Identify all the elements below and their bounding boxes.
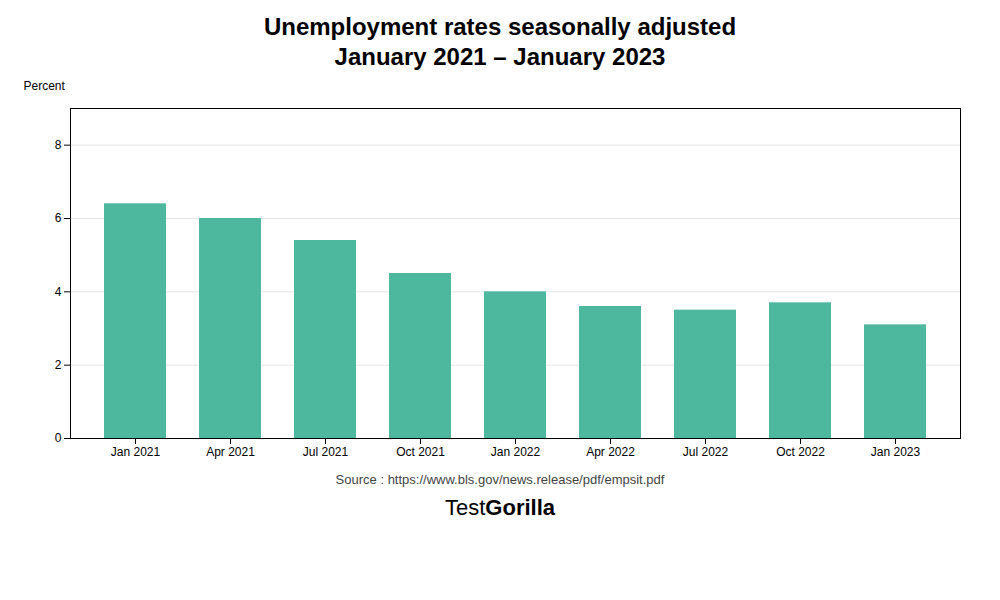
svg-text:Apr 2022: Apr 2022 — [586, 445, 635, 459]
html-text:January 2021 – January 2023: January 2021 – January 2023 — [334, 43, 666, 70]
svg-text:Percent: Percent — [24, 79, 66, 93]
svg-text:Jan 2023: Jan 2023 — [871, 445, 921, 459]
svg-text:0: 0 — [55, 431, 62, 445]
svg-text:4: 4 — [55, 285, 62, 299]
svg-text:Oct 2022: Oct 2022 — [776, 445, 825, 459]
svg-text:Jul 2022: Jul 2022 — [683, 445, 729, 459]
svg-text:Jan 2022: Jan 2022 — [491, 445, 541, 459]
svg-text:Oct 2021: Oct 2021 — [396, 445, 445, 459]
svg-text:Jan 2021: Jan 2021 — [111, 445, 161, 459]
html-text:Test Gorilla: Test Gorilla — [445, 495, 555, 520]
svg-text:Jul 2021: Jul 2021 — [303, 445, 349, 459]
svg-text:Apr 2021: Apr 2021 — [206, 445, 255, 459]
html-text:Unemployment rates seasonally: Unemployment rates seasonally adjusted — [263, 13, 737, 40]
html-text:Source : https://www.bls.gov/n: Source : https://www.bls.gov/news.releas… — [335, 472, 665, 487]
svg-text:6: 6 — [55, 211, 62, 225]
svg-text:2: 2 — [55, 358, 62, 372]
svg-text:8: 8 — [55, 138, 62, 152]
